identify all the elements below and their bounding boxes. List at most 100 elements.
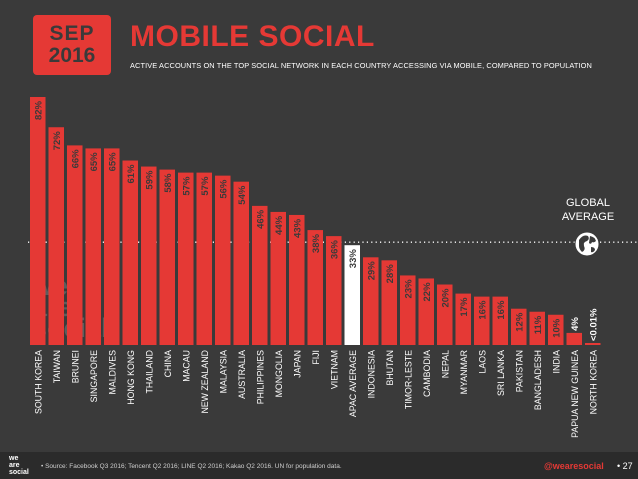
bar-japan [289,214,305,345]
bar-maldives [104,148,120,345]
category-label: CHINA [163,350,173,378]
data-label: 12% [514,312,525,332]
bar-bangladesh [529,311,545,345]
category-label: TIMOR-LESTE [403,350,413,409]
bar-papua-new-guinea [566,332,582,345]
data-label: 38% [311,234,322,254]
bar-laos [474,296,490,345]
data-label: 58% [163,173,174,193]
page-number: • 27 [617,461,633,471]
bar-hong-kong [122,160,138,345]
page-title: MOBILE SOCIAL [130,20,375,53]
data-label: 43% [292,218,303,238]
data-label: 33% [348,249,359,269]
data-label: 66% [70,149,81,169]
category-label: HONG KONG [126,350,136,405]
category-label: TAIWAN [52,350,62,383]
source-note: • Source: Facebook Q3 2016; Tencent Q2 2… [41,463,342,470]
category-label: NEW ZEALAND [200,350,210,414]
data-label: 28% [385,264,396,284]
bar-vietnam [326,236,342,345]
data-label: 17% [459,297,470,317]
data-label: 65% [89,152,100,172]
bar-new-zealand [196,172,212,345]
data-label: 65% [107,152,118,172]
category-label: BHUTAN [385,350,395,386]
footer-logo-line: are [9,462,20,469]
page-subtitle: ACTIVE ACCOUNTS ON THE TOP SOCIAL NETWOR… [130,61,592,70]
category-label: MACAU [181,350,191,382]
bar-fiji [307,230,323,345]
data-label: 36% [329,240,340,260]
date-badge: SEP 2016 [33,15,111,75]
bar-north-korea [585,343,601,345]
data-label: 44% [274,215,285,235]
bar-myanmar [455,293,471,345]
bar-nepal [437,284,453,345]
bar-sri-lanka [492,296,508,345]
bar-malaysia [215,175,231,345]
twitter-handle[interactable]: @wearesocial [544,461,604,471]
bar-india [548,314,564,345]
category-label: VIETNAM [329,350,339,389]
bar-mongolia [270,211,286,345]
footer-logo-line: social [9,469,29,476]
category-label: INDONESIA [366,350,376,399]
category-label: FIJI [311,350,321,365]
footer-logo-line: we [9,455,19,462]
data-label: 57% [200,176,211,196]
category-label: PAPUA NEW GUINEA [570,350,580,438]
global-label-line: AVERAGE [561,211,615,223]
data-label: <0.01% [588,308,599,341]
data-label: 59% [144,170,155,190]
category-label: APAC AVERAGE [348,350,358,417]
footer-logo: we are social [9,455,29,476]
data-label: 23% [403,279,414,299]
data-label: 11% [533,315,544,334]
bar-brunei [67,145,83,345]
category-label: MYANMAR [459,350,469,394]
data-label: 56% [218,179,229,199]
data-label: 4% [570,317,581,331]
category-label: PHILIPPINES [255,350,265,404]
bar-pakistan [511,308,527,345]
category-label: PAKISTAN [514,350,524,392]
category-label: NORTH KOREA [588,350,598,414]
bar-philippines [252,205,268,345]
category-label: JAPAN [292,350,302,378]
bar-cambodia [418,278,434,345]
data-label: 20% [440,288,451,308]
bar-macau [178,172,194,345]
category-label: CAMBODIA [422,350,432,397]
data-label: 16% [496,300,507,320]
category-label: AUSTRALIA [237,350,247,399]
footer-bar [0,452,638,479]
category-label: SOUTH KOREA [33,350,43,414]
date-month: SEP [49,22,95,45]
data-label: 29% [366,261,377,281]
data-label: 82% [33,100,44,120]
category-label: MALAYSIA [218,350,228,393]
data-label: 61% [126,164,137,184]
category-label: THAILAND [144,350,154,394]
bar-australia [233,181,249,345]
bar-taiwan [48,127,64,346]
data-label: 16% [477,300,488,320]
category-label: SRI LANKA [496,350,506,396]
bar-apac-average [344,245,360,345]
data-label: 46% [255,209,266,229]
data-label: 22% [422,282,433,302]
category-label: BANGLADESH [533,350,543,410]
category-label: BRUNEI [70,350,80,383]
data-label: 72% [52,131,63,151]
data-label: 10% [551,318,562,338]
data-label: 57% [181,176,192,196]
global-average-label: GLOBAL AVERAGE [558,196,618,224]
bar-indonesia [363,257,379,345]
category-label: MONGOLIA [274,350,284,398]
date-year: 2016 [48,44,96,67]
globe-icon [574,231,600,257]
bar-bhutan [381,260,397,345]
